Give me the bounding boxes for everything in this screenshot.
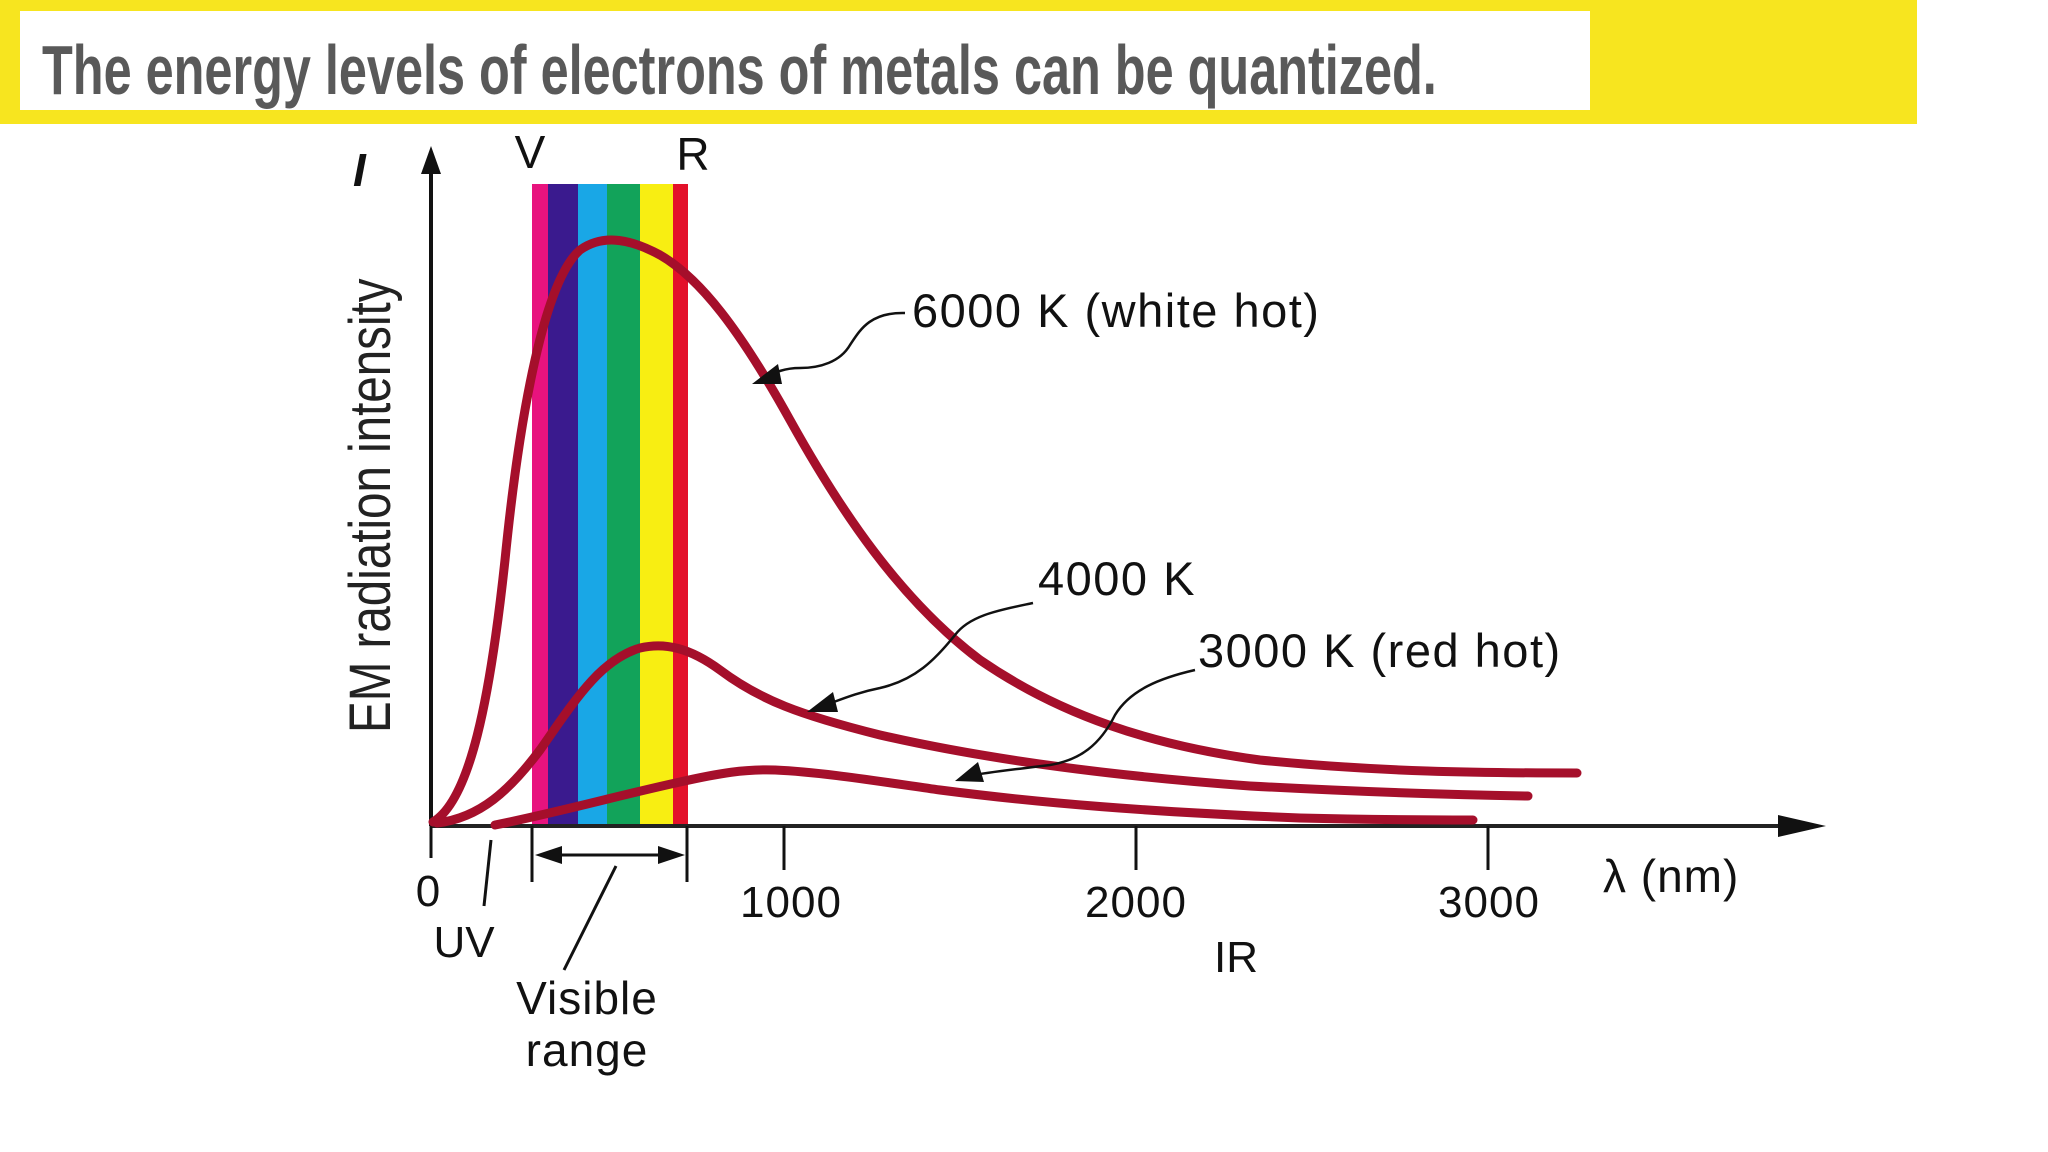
pointer-4000k [819, 601, 1034, 709]
spectral-curves [428, 235, 1582, 830]
slide-title: The energy levels of electrons of metals… [42, 31, 1437, 109]
tick-label-0: 0 [416, 867, 440, 916]
visible-label-line2: range [526, 1024, 649, 1076]
x-axis [429, 815, 1826, 882]
label-pointers [764, 311, 1196, 778]
label-4000k: 4000 K [1038, 552, 1196, 605]
y-axis-label: EM radiation intensity [339, 278, 404, 733]
title-box: The energy levels of electrons of metals… [20, 11, 1590, 110]
x-axis-arrow-icon [1778, 815, 1826, 837]
uv-label: UV [433, 918, 495, 967]
ir-label: IR [1214, 933, 1258, 982]
label-3000k: 3000 K (red hot) [1198, 624, 1562, 677]
pointer-3000k [967, 668, 1196, 778]
visible-range-indicator [482, 839, 685, 971]
curve-6000k [428, 235, 1582, 827]
y-axis [421, 146, 441, 826]
y-axis-symbol: I [353, 144, 367, 196]
visible-label-line1: Visible [516, 972, 658, 1024]
pointer-6000k [764, 311, 906, 380]
y-axis-arrow-icon [421, 146, 441, 174]
red-end-label: R [676, 128, 709, 180]
tick-label-3000: 3000 [1438, 878, 1540, 927]
tick-label-2000: 2000 [1085, 878, 1187, 927]
label-6000k: 6000 K (white hot) [912, 284, 1320, 337]
violet-end-label: V [515, 126, 546, 178]
curve-3000k [490, 765, 1478, 830]
label-pointer-heads [752, 364, 984, 782]
curve-4000k [432, 641, 1533, 828]
x-axis-label: λ (nm) [1603, 850, 1739, 902]
tick-label-1000: 1000 [740, 878, 842, 927]
